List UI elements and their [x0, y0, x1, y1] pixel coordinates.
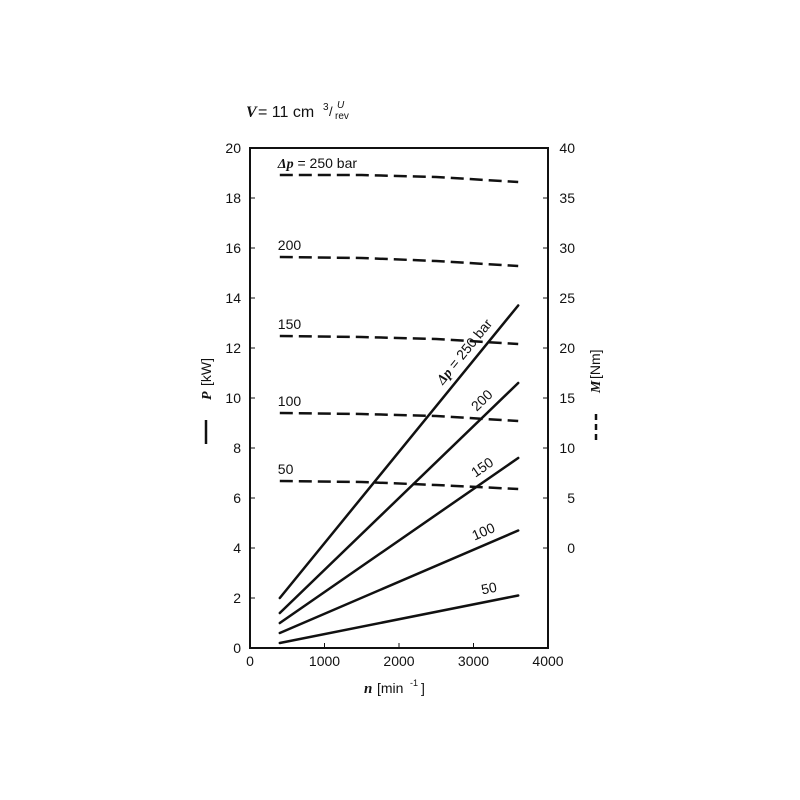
power-line-250: [278, 304, 520, 600]
y-right-tick-label: 0: [567, 540, 575, 556]
torque-line-label: Δp = 250 bar: [277, 155, 358, 172]
y-right-tick-label: 20: [559, 340, 575, 356]
power-line-50: [278, 594, 520, 645]
y-right-label-unit: [Nm]: [587, 349, 603, 379]
y-right-label-symbol: M: [589, 380, 604, 394]
torque-line-200: [279, 255, 519, 268]
x-tick-label: 3000: [458, 653, 489, 669]
power-line-200: [278, 381, 520, 615]
torque-line-label: 200: [278, 237, 302, 253]
y-left-tick-label: 8: [233, 440, 241, 456]
x-tick-label: 2000: [383, 653, 414, 669]
y-left-tick-label: 10: [225, 390, 241, 406]
x-axis-close: ]: [421, 680, 425, 696]
power-line-100: [278, 529, 520, 635]
volume-symbol: V: [246, 104, 258, 121]
y-axis-left: 0 2 4 6 8 10 12 14 16 18 20: [225, 140, 255, 656]
torque-line-label: 150: [278, 316, 302, 332]
y-right-tick-label: 5: [567, 490, 575, 506]
x-axis-label: n [min -1 ]: [364, 678, 425, 697]
y-axis-right: 0 5 10 15 20 25 30 35 40: [543, 140, 575, 556]
x-tick-label: 4000: [532, 653, 563, 669]
torque-line-label: 50: [278, 461, 294, 477]
y-left-tick-label: 16: [225, 240, 241, 256]
unit-slash: /: [329, 104, 333, 119]
y-left-label-unit: [kW]: [198, 358, 214, 386]
y-left-tick-label: 0: [233, 640, 241, 656]
power-line-150: [278, 456, 520, 625]
torque-line-100: [279, 411, 519, 423]
volume-header: V = 11 cm 3 / U rev: [246, 100, 349, 122]
x-tick-label: 1000: [309, 653, 340, 669]
y-right-tick-label: 40: [559, 140, 575, 156]
power-line-label: Δp = 250 bar: [432, 315, 496, 388]
y-right-tick-label: 25: [559, 290, 575, 306]
unit-superscript: 3: [323, 102, 329, 113]
y-axis-left-label: P [kW]: [198, 358, 215, 444]
y-left-tick-label: 20: [225, 140, 241, 156]
power-line-label: 50: [480, 579, 499, 598]
x-axis-unit: [min: [377, 680, 403, 696]
x-axis-symbol: n: [364, 681, 372, 697]
x-axis-exponent: -1: [410, 678, 418, 688]
y-right-tick-label: 10: [559, 440, 575, 456]
volume-value: = 11 cm: [258, 104, 314, 121]
y-right-tick-label: 30: [559, 240, 575, 256]
y-left-tick-label: 6: [233, 490, 241, 506]
x-tick-label: 0: [246, 653, 254, 669]
y-left-tick-label: 18: [225, 190, 241, 206]
torque-line-150: [279, 334, 519, 346]
unit-denominator: rev: [335, 111, 349, 122]
unit-numerator: U: [337, 100, 345, 111]
y-left-tick-label: 2: [233, 590, 241, 606]
torque-line-label: 100: [278, 393, 302, 409]
y-left-label-symbol: P: [200, 391, 215, 400]
power-line-label: 100: [469, 519, 497, 543]
y-left-tick-label: 12: [225, 340, 241, 356]
y-left-tick-label: 4: [233, 540, 241, 556]
torque-line-250: [279, 173, 519, 184]
y-left-tick-label: 14: [225, 290, 241, 306]
y-right-tick-label: 15: [559, 390, 575, 406]
y-axis-right-label: M [Nm]: [587, 349, 604, 444]
x-axis: 0 1000 2000 3000 4000: [246, 643, 564, 669]
y-right-tick-label: 35: [559, 190, 575, 206]
